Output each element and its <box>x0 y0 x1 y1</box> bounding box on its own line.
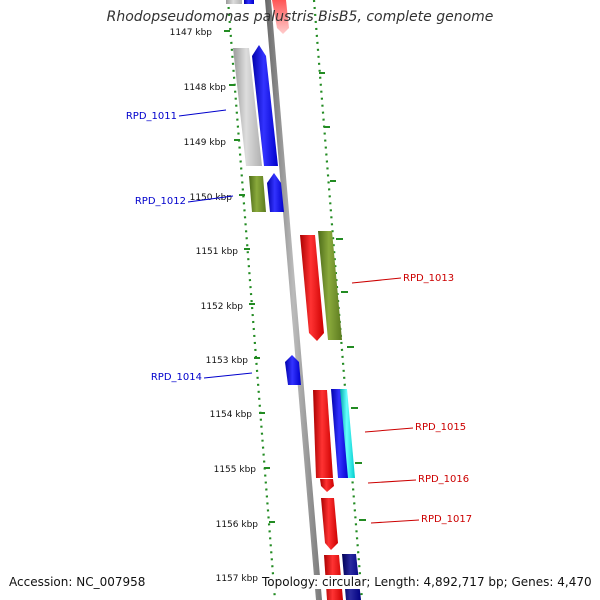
gene-rpd-1011-gene-feature <box>233 48 262 166</box>
tick-label-1150: 1150 kbp <box>190 193 233 203</box>
genome-title: Rhodopseudomonas palustris BisB5, comple… <box>106 9 494 25</box>
gene-block-top-gray <box>226 0 242 4</box>
topology-summary: Topology: circular; Length: 4,892,717 bp… <box>262 575 592 589</box>
tick-label-1152: 1152 kbp <box>201 302 244 312</box>
tick-label-1154: 1154 kbp <box>210 410 253 420</box>
leader-line-rpd-1011 <box>178 109 227 117</box>
genome-backbone <box>265 0 322 600</box>
gene-label-rpd-1013[interactable]: RPD_1013 <box>403 273 454 284</box>
tick-label-1151: 1151 kbp <box>196 247 239 257</box>
tick-label-1147: 1147 kbp <box>170 28 213 38</box>
tick-label-1156: 1156 kbp <box>216 520 259 530</box>
tick-label-1155: 1155 kbp <box>214 465 257 475</box>
gene-label-rpd-1016[interactable]: RPD_1016 <box>418 474 469 485</box>
gene-rpd-1015-rna-feature <box>340 389 355 478</box>
gene-rpd-1012-cds <box>267 173 284 212</box>
leader-line-rpd-1015 <box>364 427 414 433</box>
tick-label-1153: 1153 kbp <box>206 356 249 366</box>
gene-arrow-top-red <box>272 0 289 34</box>
gene-label-rpd-1011[interactable]: RPD_1011 <box>126 111 177 122</box>
gene-label-rpd-1012[interactable]: RPD_1012 <box>135 196 186 207</box>
leader-line-rpd-1013 <box>351 277 402 284</box>
tick-label-1157: 1157 kbp <box>216 574 259 584</box>
inner-ring-ticks <box>319 72 366 521</box>
gene-rpd-1016-cds <box>320 479 334 492</box>
gene-rpd-1012-gene-feature <box>249 176 266 212</box>
gene-rpd-1017-cds <box>321 498 338 550</box>
gene-label-rpd-1014[interactable]: RPD_1014 <box>151 372 202 383</box>
leader-line-rpd-1014 <box>203 372 253 379</box>
gene-label-rpd-1015[interactable]: RPD_1015 <box>415 422 466 433</box>
gene-block-top-blue <box>244 0 254 4</box>
gene-rpd-1011-cds <box>252 45 278 166</box>
gene-rpd-1014-cds <box>285 355 301 385</box>
gene-rpd-1015-navy-feature <box>331 389 349 478</box>
gene-label-rpd-1017[interactable]: RPD_1017 <box>421 514 472 525</box>
leader-line-rpd-1016 <box>367 479 417 484</box>
tick-label-1148: 1148 kbp <box>184 83 227 93</box>
leader-line-rpd-1017 <box>370 519 420 524</box>
leader-line-rpd-1012 <box>187 195 234 203</box>
gene-rpd-1013-gene-feature <box>318 231 342 340</box>
gene-rpd-1013-cds <box>300 235 324 341</box>
outer-ring-ticks <box>224 30 278 578</box>
gene-rpd-1015-cds <box>313 390 333 478</box>
accession-label: Accession: NC_007958 <box>9 575 146 589</box>
tick-label-1149: 1149 kbp <box>184 138 227 148</box>
